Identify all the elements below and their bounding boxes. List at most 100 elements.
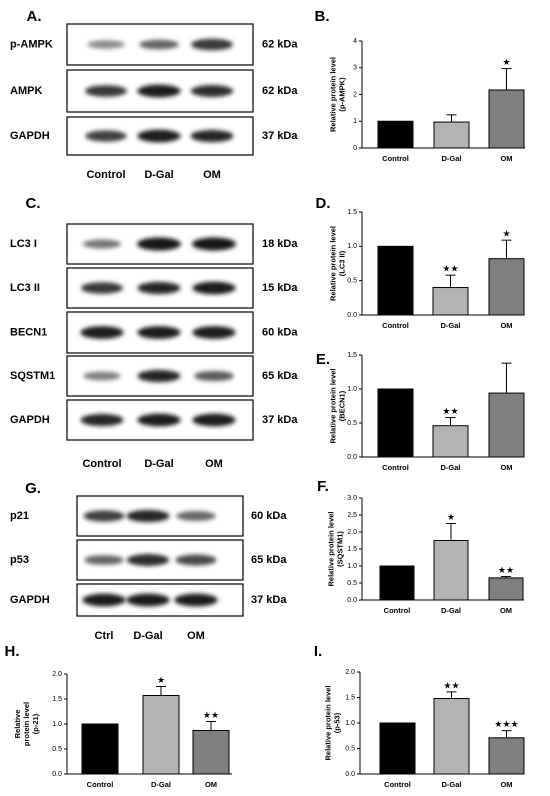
blot-band <box>194 370 234 382</box>
blot-lane-label: Ctrl <box>95 630 114 642</box>
y-tick-label: 0.5 <box>345 745 355 752</box>
blot-protein-label: p53 <box>10 554 29 566</box>
x-tick-label: D-Gal <box>151 780 171 789</box>
x-tick-label: OM <box>500 321 512 330</box>
blot-row: GAPDH 37 kDa <box>10 116 298 156</box>
panel-letter-h: H. <box>5 643 20 660</box>
x-tick-label: Control <box>384 780 411 789</box>
blot-row: BECN1 60 kDa <box>10 311 298 354</box>
blot-row: LC3 II 15 kDa <box>10 267 298 309</box>
blot-band <box>82 239 122 249</box>
panel-letter-c: C. <box>26 195 41 212</box>
y-tick-label: 0.0 <box>347 454 357 461</box>
chart-panel-d: D. 0.0 0.5 1.0 1.5 Relative protein level (LC3… <box>316 195 525 330</box>
y-tick-label: 1 <box>353 118 357 125</box>
y-tick-label: 0.5 <box>347 278 357 285</box>
y-axis-label: (p-21) <box>31 713 40 734</box>
x-tick-label: OM <box>205 780 217 789</box>
x-tick-label: Control <box>382 154 409 163</box>
y-tick-label: 0.5 <box>347 420 357 427</box>
bar-d-gal <box>142 695 180 775</box>
panel-letter-g: G. <box>25 480 41 497</box>
blot-band <box>87 40 125 49</box>
blot-lane-label: D-Gal <box>144 169 173 181</box>
blot-row: SQSTM1 65 kDa <box>10 355 298 397</box>
blot-lane-label: D-Gal <box>144 458 173 470</box>
chart-panel-h: H. 0.0 0.5 1.0 1.5 2.0 Relative protein level (p… <box>5 643 232 789</box>
y-axis-label: Relative protein level <box>326 511 335 586</box>
blot-band <box>139 39 179 50</box>
blot-row: GAPDH 37 kDa <box>10 399 298 441</box>
bar-control <box>377 120 414 149</box>
significance-marker: ★★ <box>442 406 458 416</box>
blot-kda-label: 37 kDa <box>262 130 298 142</box>
bar-d-gal <box>432 425 469 458</box>
x-tick-label: OM <box>500 154 512 163</box>
bar-om <box>488 89 525 149</box>
blot-kda-label: 60 kDa <box>262 326 298 338</box>
significance-marker: ★★ <box>203 710 219 720</box>
blot-row: p-AMPK 62 kDa <box>10 23 298 66</box>
blot-band <box>192 413 236 427</box>
bar-d-gal <box>432 287 469 316</box>
x-tick-label: Control <box>382 321 409 330</box>
blot-band <box>191 38 233 51</box>
blot-protein-label: p-AMPK <box>10 38 53 50</box>
y-tick-label: 1.5 <box>347 209 357 216</box>
blot-band <box>81 282 123 294</box>
blot-protein-label: LC3 II <box>10 282 40 294</box>
blot-band <box>192 237 236 251</box>
blot-band <box>190 85 234 97</box>
y-tick-label: 1.5 <box>52 696 62 703</box>
y-tick-label: 0.0 <box>52 771 62 778</box>
y-tick-label: 0.0 <box>347 597 357 604</box>
blot-row: AMPK 62 kDa <box>10 69 298 113</box>
blot-kda-label: 65 kDa <box>251 554 287 566</box>
y-tick-label: 1.0 <box>347 243 357 250</box>
y-axis-label: (LC3 II) <box>337 250 346 276</box>
blot-lane-label: OM <box>203 169 221 181</box>
blot-protein-label: p21 <box>10 510 29 522</box>
y-tick-label: 3 <box>353 65 357 72</box>
blot-band <box>137 129 181 143</box>
x-tick-label: D-Gal <box>440 321 460 330</box>
x-tick-label: Control <box>382 463 409 472</box>
blot-row: p21 60 kDa <box>10 495 287 537</box>
blot-band <box>190 129 234 143</box>
y-axis-label: Relative <box>13 710 22 739</box>
blot-lane-label: OM <box>205 458 223 470</box>
significance-marker: ★★ <box>498 565 514 575</box>
panel-letter-i: I. <box>314 643 322 660</box>
x-tick-label: OM <box>500 780 512 789</box>
blot-protein-label: LC3 I <box>10 238 37 250</box>
y-tick-label: 1.0 <box>347 563 357 570</box>
bar-om <box>488 258 525 316</box>
x-tick-label: OM <box>500 463 512 472</box>
significance-marker: ★★★ <box>494 719 518 729</box>
y-tick-label: 2.0 <box>345 669 355 676</box>
chart-panel-i: I. 0.0 0.5 1.0 1.5 2.0 Relative protein level(… <box>314 643 525 789</box>
blot-band <box>126 554 170 566</box>
y-axis-label: Relative protein level <box>328 368 337 443</box>
bar-d-gal <box>433 121 470 149</box>
significance-marker: ★ <box>502 57 510 67</box>
bar-om <box>488 392 525 458</box>
blot-band <box>126 509 170 523</box>
y-tick-label: 2.0 <box>347 529 357 536</box>
blot-row: GAPDH 37 kDa <box>10 583 287 617</box>
significance-marker: ★★ <box>442 264 458 274</box>
y-tick-label: 4 <box>353 38 357 45</box>
y-tick-label: 0.0 <box>345 771 355 778</box>
bar-control <box>379 722 416 775</box>
blot-band <box>83 371 121 381</box>
blot-kda-label: 37 kDa <box>262 414 298 426</box>
x-tick-label: OM <box>500 606 512 615</box>
blot-band <box>85 85 127 97</box>
bar-om <box>192 730 230 775</box>
blot-row: LC3 I 18 kDa <box>10 223 298 265</box>
bar-om <box>488 577 524 601</box>
y-tick-label: 0.0 <box>347 312 357 319</box>
y-axis-label: (SQSTM1) <box>335 531 344 567</box>
blot-band <box>126 593 170 607</box>
panel-letter-e: E. <box>316 351 330 368</box>
